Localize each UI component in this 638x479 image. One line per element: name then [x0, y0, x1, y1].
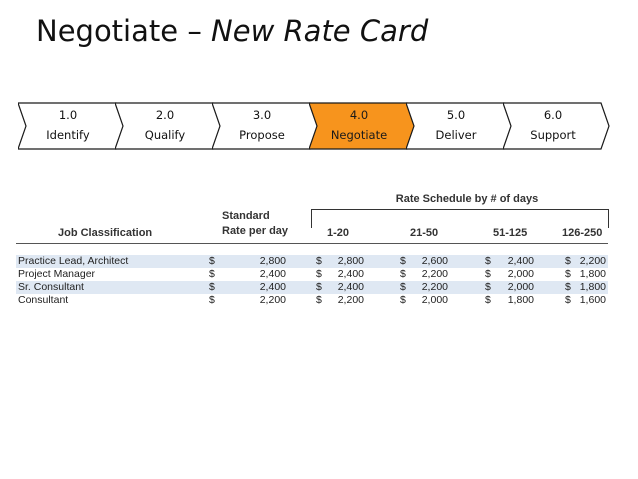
process-step-label: Support	[530, 128, 576, 142]
page-title: Negotiate – New Rate Card	[36, 14, 428, 48]
currency-symbol: $	[316, 294, 322, 306]
rate-rows: Practice Lead, Architect $ 2,800 $ 2,800…	[16, 255, 608, 307]
currency-symbol: $	[565, 294, 571, 306]
standard-rate: 2,200	[259, 294, 286, 306]
currency-symbol: $	[400, 294, 406, 306]
currency-symbol: $	[209, 268, 215, 280]
process-step-label: Negotiate	[330, 128, 388, 142]
job-name: Consultant	[18, 294, 69, 306]
title-emphasis: New Rate Card	[211, 14, 429, 48]
rate-126-250: 1,600	[579, 294, 606, 306]
standard-rate: 2,800	[259, 255, 286, 267]
rate-21-50: 2,000	[421, 294, 448, 306]
currency-symbol: $	[209, 281, 215, 293]
rate-21-50: 2,200	[421, 268, 448, 280]
rate-schedule-bracket	[311, 209, 609, 228]
currency-symbol: $	[316, 281, 322, 293]
table-row: Project Manager $ 2,400 $ 2,400 $ 2,200 …	[16, 268, 608, 281]
process-step-deliver: 5.0 Deliver	[406, 102, 514, 150]
rate-1-20: 2,400	[337, 281, 364, 293]
process-step-label: Identify	[46, 128, 90, 142]
process-step-label: Qualify	[144, 128, 186, 142]
process-step-number: 6.0	[543, 108, 563, 122]
rate-21-50: 2,200	[421, 281, 448, 293]
header-standard-line2: Rate per day	[222, 225, 289, 237]
rate-21-50: 2,600	[421, 255, 448, 267]
process-step-label: Deliver	[435, 128, 477, 142]
process-step-number: 1.0	[58, 108, 78, 122]
currency-symbol: $	[316, 268, 322, 280]
standard-rate: 2,400	[259, 281, 286, 293]
rate-51-125: 2,000	[507, 281, 534, 293]
process-step-identify: 1.0 Identify	[18, 102, 126, 150]
process-step-number: 3.0	[252, 108, 272, 122]
table-row: Practice Lead, Architect $ 2,800 $ 2,800…	[16, 255, 608, 268]
process-step-support: 6.0 Support	[503, 102, 611, 150]
process-step-propose: 3.0 Propose	[212, 102, 320, 150]
currency-symbol: $	[565, 268, 571, 280]
table-row: Sr. Consultant $ 2,400 $ 2,400 $ 2,200 $…	[16, 281, 608, 294]
rate-1-20: 2,400	[337, 268, 364, 280]
rate-126-250: 1,800	[579, 281, 606, 293]
table-row: Consultant $ 2,200 $ 2,200 $ 2,000 $ 1,8…	[16, 294, 608, 307]
currency-symbol: $	[565, 255, 571, 267]
process-step-qualify: 2.0 Qualify	[115, 102, 223, 150]
job-name: Sr. Consultant	[18, 281, 84, 293]
rate-126-250: 2,200	[579, 255, 606, 267]
header-range-21-50: 21-50	[410, 227, 439, 239]
currency-symbol: $	[316, 255, 322, 267]
header-standard-line1: Standard	[222, 210, 270, 222]
job-name: Practice Lead, Architect	[18, 255, 129, 267]
rate-schedule-title: Rate Schedule by # of days	[395, 193, 539, 205]
header-range-126-250: 126-250	[562, 227, 603, 239]
standard-rate: 2,400	[259, 268, 286, 280]
header-range-1-20: 1-20	[327, 227, 350, 239]
currency-symbol: $	[485, 268, 491, 280]
process-step-number: 5.0	[446, 108, 466, 122]
chevron-shape	[503, 102, 610, 150]
header-job-classification: Job Classification	[58, 227, 153, 239]
currency-symbol: $	[485, 255, 491, 267]
rate-51-125: 2,000	[507, 268, 534, 280]
currency-symbol: $	[485, 294, 491, 306]
currency-symbol: $	[209, 255, 215, 267]
rate-1-20: 2,200	[337, 294, 364, 306]
header-range-51-125: 51-125	[493, 227, 528, 239]
job-name: Project Manager	[18, 268, 96, 280]
rate-51-125: 1,800	[507, 294, 534, 306]
header-standard-rate: Standard Rate per day	[222, 209, 288, 239]
header-divider	[16, 243, 608, 244]
rate-51-125: 2,400	[507, 255, 534, 267]
process-step-negotiate: 4.0 Negotiate	[309, 102, 417, 150]
title-prefix: Negotiate –	[36, 14, 212, 48]
process-step-label: Propose	[239, 128, 285, 142]
process-chevron-bar: 1.0 Identify 2.0 Qualify 3.0 Propose 4.0…	[18, 102, 610, 150]
currency-symbol: $	[209, 294, 215, 306]
currency-symbol: $	[400, 255, 406, 267]
currency-symbol: $	[565, 281, 571, 293]
currency-symbol: $	[400, 281, 406, 293]
rate-126-250: 1,800	[579, 268, 606, 280]
process-step-number: 2.0	[155, 108, 175, 122]
rate-1-20: 2,800	[337, 255, 364, 267]
currency-symbol: $	[485, 281, 491, 293]
currency-symbol: $	[400, 268, 406, 280]
process-step-number: 4.0	[349, 108, 369, 122]
